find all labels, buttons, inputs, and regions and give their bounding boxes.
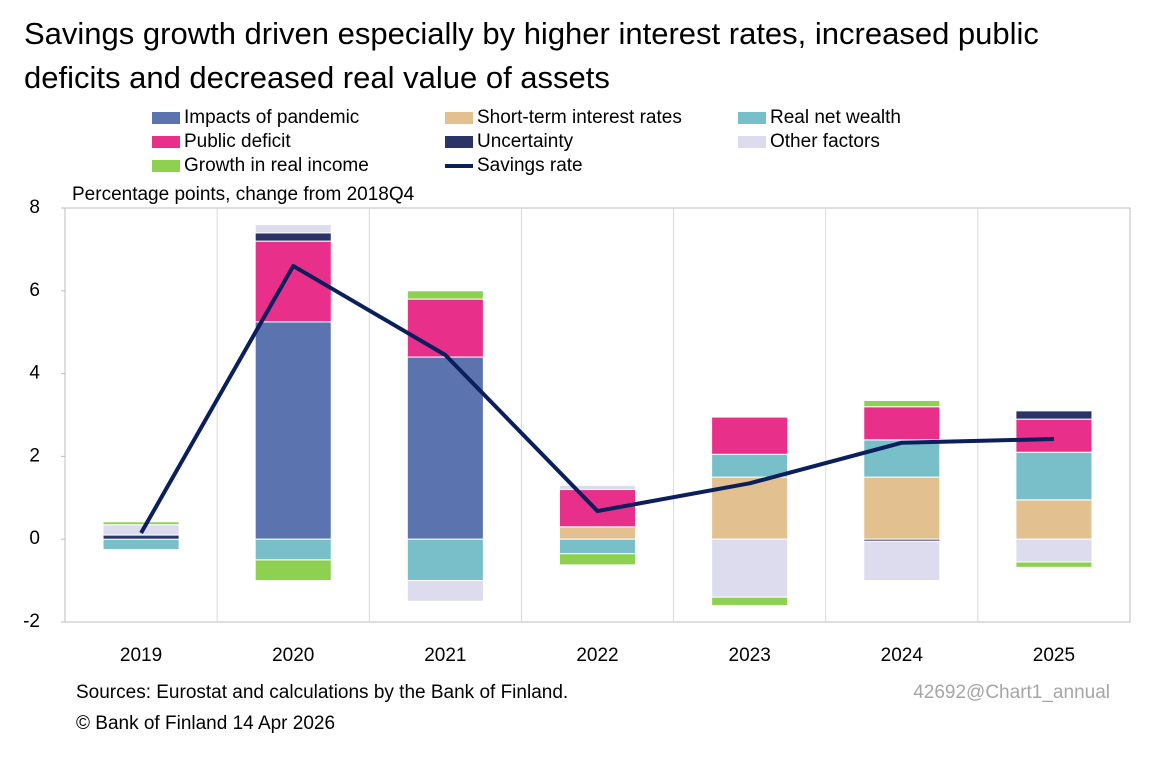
bar-segment (406, 356, 484, 540)
bar-segment (711, 416, 789, 455)
bar-segment (406, 298, 484, 358)
legend-label: Other factors (770, 131, 880, 152)
legend-label: Short-term interest rates (477, 107, 682, 128)
bar-segment (711, 538, 789, 598)
bar-segment (558, 553, 637, 566)
bar-segment (254, 538, 332, 561)
chart-id: 42692@Chart1_annual (913, 682, 1110, 703)
bar-segment (254, 224, 332, 234)
copyright: © Bank of Finland 14 Apr 2026 (76, 713, 335, 734)
legend-swatch (445, 136, 473, 148)
legend-label: Real net wealth (770, 107, 901, 128)
bar-segment (406, 290, 484, 300)
bar-segment (863, 476, 941, 540)
bar-segment (406, 538, 484, 582)
bar-segment (711, 453, 789, 478)
line (139, 263, 1054, 534)
y-tick-label: 6 (29, 280, 40, 301)
bar-segment (102, 538, 180, 551)
bar-segment (558, 484, 637, 491)
bar-segment (558, 538, 637, 555)
legend-label: Impacts of pandemic (184, 107, 359, 128)
subtitle: Percentage points, change from 2018Q4 (72, 184, 415, 205)
bar-segment (1015, 451, 1093, 501)
legend-swatch (152, 112, 180, 124)
y-tick-label: 8 (29, 197, 40, 218)
bar-segment (102, 534, 180, 540)
y-tick-label: -2 (23, 611, 40, 632)
y-tick-label: 2 (29, 445, 40, 466)
bar-segment (863, 439, 941, 478)
legend-label: Public deficit (184, 131, 291, 152)
y-tick-label: 0 (29, 528, 40, 549)
legend-swatch (738, 136, 766, 148)
bar-segment (558, 526, 637, 540)
bar-segment (863, 406, 941, 441)
legend-swatch (445, 112, 473, 124)
legend-label: Uncertainty (477, 131, 574, 152)
x-tick-label: 2023 (729, 645, 771, 666)
legend-label: Savings rate (477, 155, 583, 176)
bar-segment (863, 400, 941, 408)
legend-swatch (152, 136, 180, 148)
x-tick-label: 2022 (576, 645, 618, 666)
bar-segment (1015, 561, 1093, 568)
source: Sources: Eurostat and calculations by th… (76, 682, 568, 703)
x-tick-label: 2025 (1033, 645, 1075, 666)
x-tick-label: 2020 (272, 645, 314, 666)
bar-segment (102, 521, 180, 526)
legend-swatch (152, 160, 180, 172)
bar-segment (863, 540, 941, 582)
bar-segment (254, 232, 332, 242)
x-tick-label: 2019 (120, 645, 162, 666)
bar-segment (1015, 499, 1093, 540)
bar-segment (254, 321, 332, 540)
x-tick-label: 2024 (881, 645, 924, 666)
bar-segment (711, 596, 789, 606)
plot-frame (64, 207, 1131, 623)
bar-segment (1015, 538, 1093, 563)
legend-label: Growth in real income (184, 155, 369, 176)
bar-segment (406, 580, 484, 602)
bar-segment (1015, 418, 1093, 453)
x-tick-label: 2021 (424, 645, 466, 666)
y-tick-label: 4 (29, 363, 40, 384)
bar-segment (254, 559, 332, 582)
bar-segment (1015, 410, 1093, 420)
chart-title: Savings growth driven especially by high… (24, 16, 1039, 95)
legend-swatch (738, 112, 766, 124)
